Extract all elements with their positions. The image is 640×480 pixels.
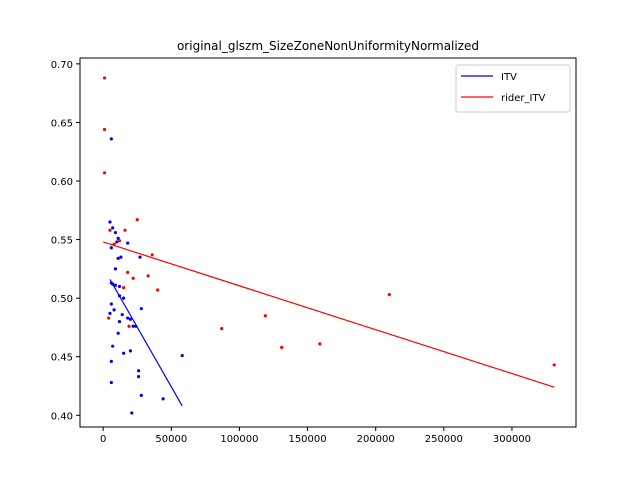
legend-box (455, 64, 571, 113)
point-itv-15 (117, 284, 122, 289)
point-itv-32 (180, 353, 184, 358)
fit-line-itv (109, 279, 183, 407)
point-rider-itv-10 (146, 274, 150, 278)
point-rider-itv-6 (117, 239, 122, 243)
point-itv-18 (109, 302, 113, 306)
point-itv-19 (112, 308, 116, 312)
point-itv-17 (122, 296, 126, 300)
x-tick-label-3: 150000 (288, 434, 326, 445)
point-itv-6 (126, 241, 130, 245)
x-tick-label-5: 250000 (425, 434, 463, 445)
point-itv-23 (126, 316, 130, 320)
point-itv-8 (119, 255, 123, 259)
point-itv-33 (109, 359, 113, 363)
point-rider-itv-4 (108, 228, 112, 232)
point-rider-itv-0 (102, 76, 107, 80)
point-rider-itv-17 (127, 324, 131, 328)
x-axis: 0 50000 100000 150000 200000 250000 300000 (100, 427, 531, 445)
point-itv-0 (109, 137, 113, 141)
x-tick-label-4: 200000 (357, 434, 395, 445)
fit-line-rider-itv (102, 241, 555, 388)
y-tick-label-6: 0.70 (51, 60, 73, 71)
point-itv-27 (134, 324, 138, 328)
chart-title: original_glszm_SizeZoneNonUniformityNorm… (177, 39, 479, 53)
point-rider-itv-1 (102, 127, 107, 132)
point-itv-24 (128, 317, 133, 321)
y-tick-label-5: 0.65 (51, 118, 73, 129)
point-itv-14 (113, 283, 118, 287)
point-itv-3 (113, 230, 118, 235)
point-itv-38 (161, 397, 165, 401)
point-rider-itv-16 (263, 314, 267, 318)
point-itv-7 (109, 246, 113, 250)
point-rider-itv-13 (156, 288, 160, 292)
point-itv-34 (136, 369, 141, 373)
point-itv-10 (138, 255, 142, 259)
point-itv-4 (116, 236, 120, 240)
point-rider-itv-20 (280, 345, 284, 349)
x-tick-label-6: 300000 (493, 434, 531, 445)
point-itv-21 (108, 311, 112, 315)
point-rider-itv-2 (102, 171, 107, 175)
y-axis: 0.40 0.45 0.50 0.55 0.60 0.65 0.70 (51, 60, 80, 422)
plot-area (102, 76, 556, 415)
point-itv-16 (117, 294, 122, 298)
point-rider-itv-12 (122, 286, 126, 290)
point-rider-itv-18 (220, 327, 224, 331)
x-tick-label-2: 100000 (220, 434, 258, 445)
legend-label-rider-itv: rider_ITV (501, 93, 546, 104)
point-rider-itv-3 (135, 218, 139, 222)
y-tick-label-3: 0.55 (51, 236, 73, 247)
point-itv-28 (116, 331, 120, 335)
point-itv-31 (122, 351, 126, 355)
point-itv-35 (136, 375, 141, 379)
point-itv-39 (130, 411, 134, 415)
point-itv-30 (128, 349, 133, 353)
y-tick-label-0: 0.40 (51, 411, 73, 422)
point-itv-11 (113, 267, 118, 271)
point-itv-9 (116, 256, 120, 260)
point-itv-5 (115, 240, 119, 244)
axes-frame (79, 57, 577, 428)
point-rider-itv-15 (107, 316, 111, 320)
point-rider-itv-7 (112, 242, 116, 246)
point-rider-itv-9 (126, 270, 130, 274)
y-tick-label-2: 0.50 (51, 294, 73, 305)
y-tick-label-1: 0.45 (51, 353, 73, 364)
point-itv-22 (120, 312, 124, 317)
point-itv-36 (109, 380, 113, 385)
point-itv-1 (108, 220, 112, 224)
x-tick-label-0: 0 (100, 434, 106, 445)
point-rider-itv-11 (131, 276, 135, 280)
point-rider-itv-8 (150, 253, 154, 257)
point-rider-itv-21 (552, 363, 556, 367)
point-itv-13 (111, 282, 115, 286)
legend-label-itv: ITV (501, 72, 517, 83)
point-itv-26 (131, 324, 135, 328)
point-rider-itv-19 (318, 342, 322, 346)
point-itv-2 (111, 226, 115, 230)
point-itv-29 (111, 344, 115, 348)
point-itv-20 (139, 307, 143, 311)
point-rider-itv-5 (123, 228, 127, 232)
x-tick-label-1: 50000 (155, 434, 187, 445)
y-tick-label-4: 0.60 (51, 177, 73, 188)
legend: ITV rider_ITV (455, 64, 571, 113)
point-rider-itv-14 (387, 293, 391, 297)
point-itv-25 (117, 319, 122, 324)
point-itv-37 (139, 393, 143, 397)
